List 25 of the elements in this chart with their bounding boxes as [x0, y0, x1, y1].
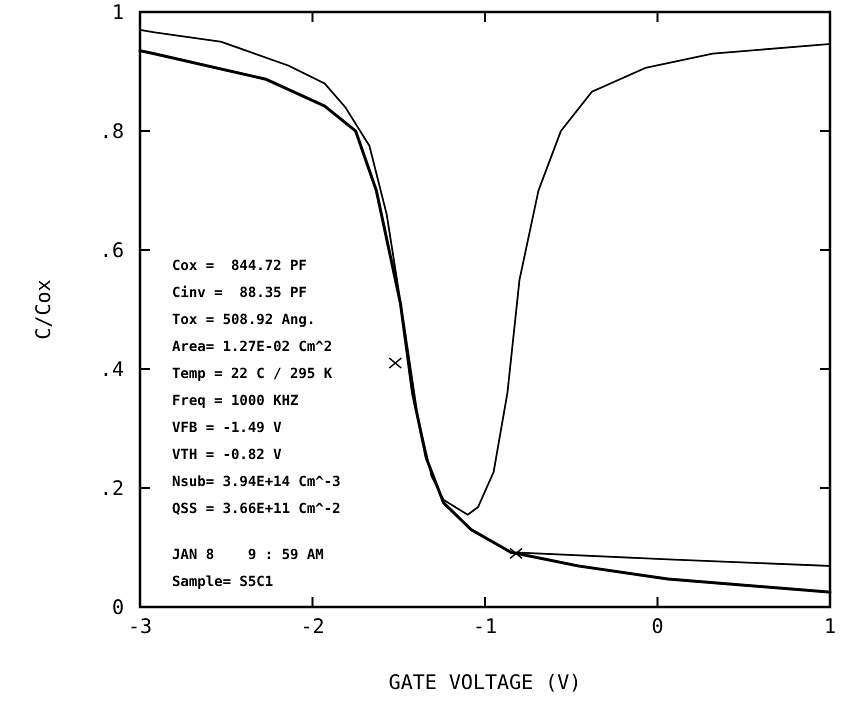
x-tick-label: -1 — [472, 614, 498, 638]
y-tick-label: .6 — [100, 238, 124, 262]
annotation: QSS = 3.66E+11 Cm^-2 — [172, 501, 341, 517]
x-axis-title: GATE VOLTAGE (V) — [388, 670, 582, 694]
annotation: Cox = 844.72 PF — [172, 258, 307, 274]
y-tick-label: .8 — [100, 119, 124, 143]
x-tick-label: -3 — [128, 614, 152, 638]
annotation: Freq = 1000 KHZ — [172, 393, 298, 409]
y-tick-label: 1 — [112, 0, 124, 24]
annotation: Nsub= 3.94E+14 Cm^-3 — [172, 474, 341, 490]
annotation: Temp = 22 C / 295 K — [172, 366, 333, 382]
y-axis-title: C/Cox — [31, 279, 55, 340]
y-tick-label: .4 — [100, 357, 124, 381]
annotation: JAN 8 9 : 59 AM — [172, 547, 324, 563]
annotation: Area= 1.27E-02 Cm^2 — [172, 339, 332, 355]
x-tick-label: -2 — [300, 614, 325, 638]
x-tick-label: 1 — [824, 614, 836, 638]
annotation: VTH = -0.82 V — [172, 447, 282, 463]
y-tick-label: .2 — [100, 476, 124, 500]
annotation: Cinv = 88.35 PF — [172, 285, 307, 301]
x-tick-label: 0 — [651, 614, 664, 638]
annotation: Tox = 508.92 Ang. — [172, 312, 316, 328]
annotation: VFB = -1.49 V — [172, 420, 282, 436]
annotation: Sample= S5C1 — [172, 574, 274, 590]
y-tick-label: 0 — [112, 595, 124, 619]
